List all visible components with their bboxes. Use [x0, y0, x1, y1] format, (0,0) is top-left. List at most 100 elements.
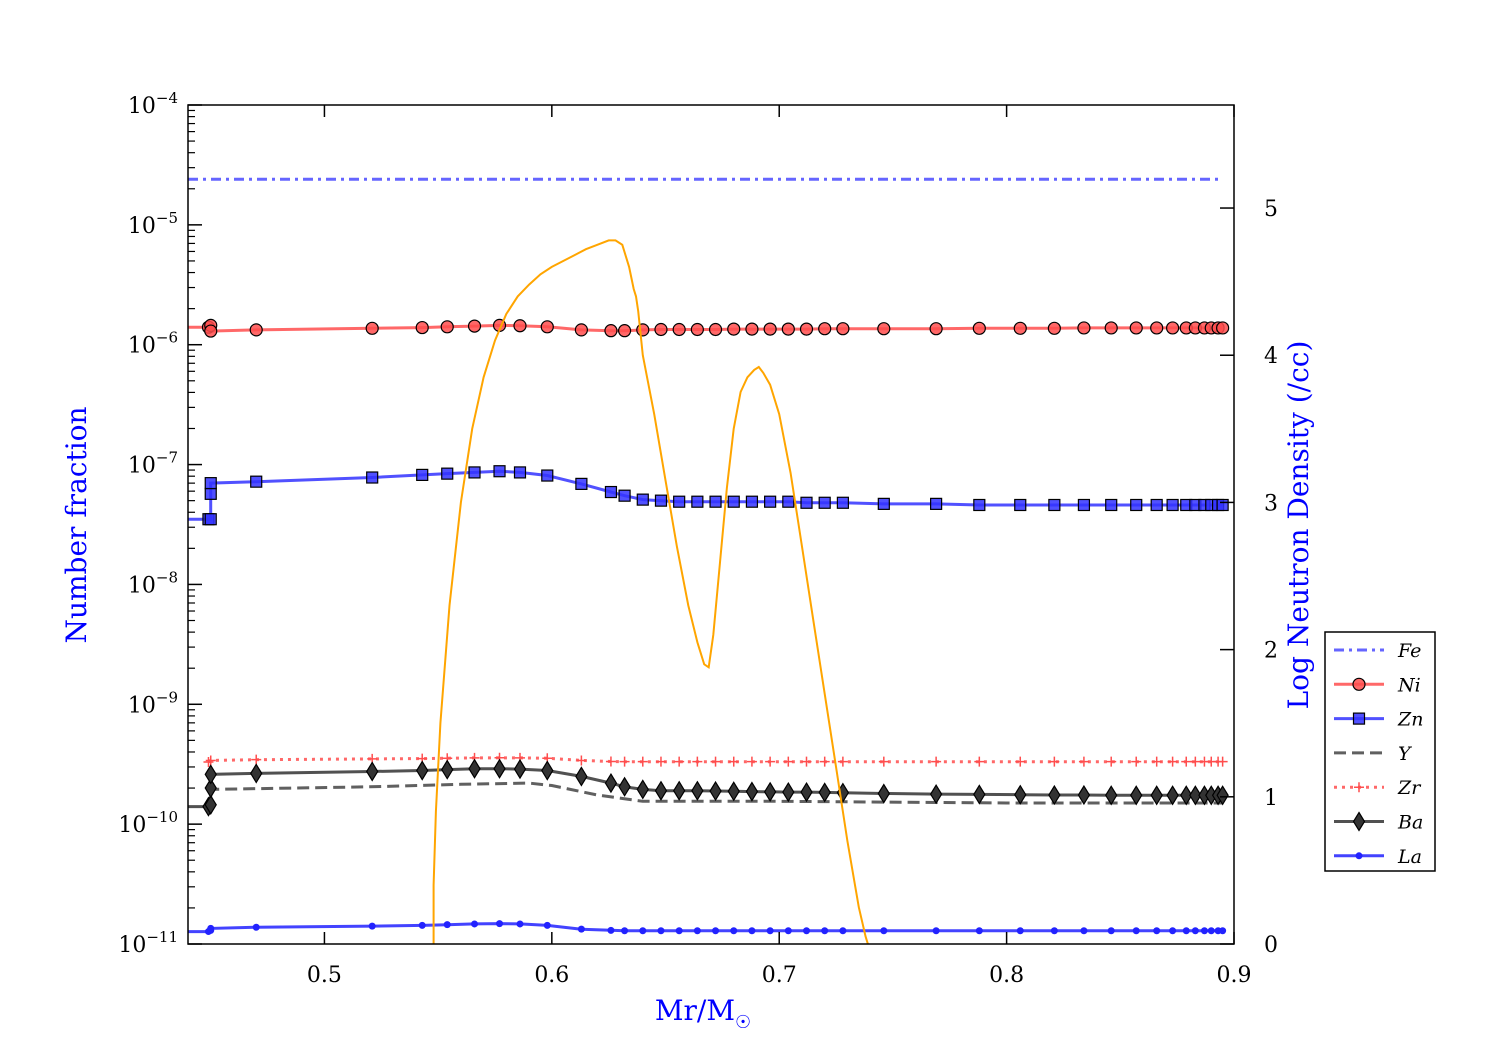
point-zn — [1014, 498, 1027, 512]
point-ni — [690, 322, 704, 337]
neutron-density-layer — [432, 239, 869, 944]
legend-items: Fe Ni Zn Y Zr Ba La — [1334, 640, 1423, 868]
point-la — [1191, 927, 1199, 935]
legend-marker — [1352, 677, 1366, 691]
point-la — [803, 927, 811, 935]
point-ni — [1166, 321, 1180, 335]
point-zn — [204, 477, 217, 490]
point-ni — [1150, 321, 1164, 335]
point-la — [418, 921, 426, 929]
series-line-ni — [188, 322, 1223, 333]
point-zn — [513, 466, 527, 479]
point-la — [621, 927, 629, 935]
legend-marker — [1355, 852, 1363, 860]
point-ni — [513, 319, 527, 333]
point-ni — [249, 323, 263, 337]
point-ba — [416, 760, 429, 781]
point-ni — [929, 322, 943, 336]
legend-marker — [1354, 782, 1364, 793]
point-ba — [1180, 785, 1193, 806]
x-tick-label: 0.6 — [534, 963, 569, 988]
point-zn — [836, 496, 849, 509]
y-tick-label: 10−9 — [128, 688, 178, 718]
point-ba — [877, 783, 891, 804]
point-la — [1153, 927, 1161, 935]
point-zr — [692, 756, 703, 767]
point-zn — [1216, 498, 1229, 512]
point-ba — [204, 777, 217, 799]
point-la — [712, 927, 720, 935]
point-ba — [1130, 785, 1143, 806]
y-tick-label: 10−4 — [128, 89, 178, 119]
point-ba — [745, 781, 759, 802]
point-zr — [837, 756, 848, 767]
point-ba — [1150, 785, 1163, 806]
point-zr — [1181, 756, 1192, 767]
y-axis-left: 10−4 10−5 10−6 10−7 10−8 10−9 10−10 10−11 — [118, 89, 202, 958]
point-zr — [710, 756, 721, 767]
point-zn — [764, 495, 777, 508]
point-zn — [604, 485, 618, 499]
point-ba — [604, 772, 618, 794]
point-ni — [604, 324, 618, 338]
point-zn — [930, 497, 943, 510]
y-axis-left-title: Number fraction — [60, 406, 93, 643]
point-zn — [493, 465, 506, 478]
point-zr — [728, 756, 739, 767]
point-ni — [745, 322, 759, 336]
point-ba — [818, 782, 831, 803]
series-zr — [203, 752, 1228, 767]
point-ba — [441, 759, 454, 780]
point-ba — [672, 780, 686, 801]
legend-label: Zr — [1397, 777, 1422, 799]
point-ni — [636, 323, 650, 337]
x-tick-label: 0.9 — [1217, 963, 1252, 988]
point-ba — [468, 758, 481, 779]
point-ba — [1166, 785, 1179, 806]
legend-label: Y — [1398, 743, 1413, 765]
x-tick-label: 0.8 — [989, 963, 1024, 988]
point-zn — [1077, 498, 1091, 512]
y-axis-right: 0 1 2 3 4 5 — [1220, 197, 1278, 958]
legend-item-fe: Fe — [1334, 640, 1421, 662]
series-zn — [188, 465, 1229, 526]
point-la — [443, 921, 451, 929]
point-ni — [972, 321, 986, 335]
legend-label: Ni — [1397, 674, 1421, 696]
point-ni — [763, 322, 777, 336]
point-zn — [636, 493, 649, 506]
point-ba — [973, 784, 986, 805]
point-ni — [540, 320, 554, 334]
point-ba — [1014, 784, 1027, 805]
legend-label: La — [1397, 846, 1422, 868]
point-zr — [1049, 756, 1060, 767]
series-layer — [188, 177, 1230, 936]
point-ba — [541, 760, 554, 781]
point-la — [543, 921, 551, 929]
point-la — [577, 925, 585, 933]
point-ba — [513, 758, 527, 780]
point-zn — [654, 494, 668, 507]
point-la — [516, 920, 524, 928]
point-zn — [973, 498, 986, 512]
point-ni — [467, 319, 482, 333]
y-right-tick-label: 2 — [1264, 639, 1278, 664]
sun-symbol: ☉ — [735, 1012, 751, 1033]
series-line-zn — [188, 469, 1223, 521]
point-zr — [203, 756, 214, 767]
point-la — [784, 927, 792, 935]
y-tick-label: 10−10 — [118, 808, 178, 838]
point-ba — [782, 781, 795, 803]
point-zr — [1131, 756, 1142, 767]
point-zn — [727, 495, 740, 508]
series-ni — [188, 318, 1230, 338]
point-ni — [365, 321, 379, 335]
y-tick-label: 10−11 — [118, 928, 178, 958]
point-ni — [1047, 321, 1061, 335]
point-zn — [673, 495, 686, 508]
point-ni — [415, 320, 429, 335]
point-zn — [1105, 498, 1118, 512]
point-la — [657, 927, 665, 935]
point-la — [368, 922, 376, 930]
point-ba — [727, 781, 740, 802]
